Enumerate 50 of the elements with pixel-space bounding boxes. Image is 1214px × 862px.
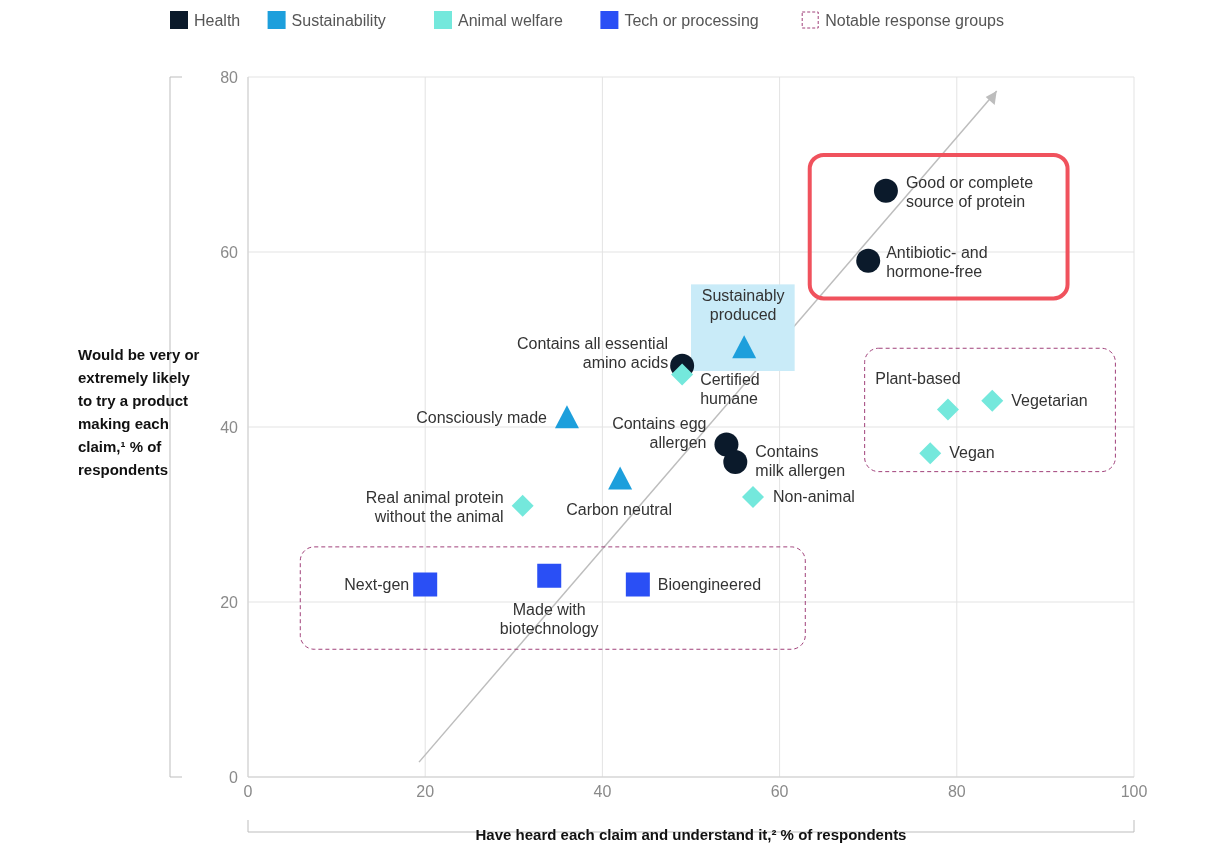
point: [554, 405, 579, 429]
annotation: Contains all essential amino acids: [516, 334, 669, 371]
annotation: Real animal protein without the animal: [365, 488, 504, 525]
y-tick-label: 20: [220, 594, 239, 611]
x-tick-label: 60: [770, 783, 789, 800]
x-tick-label: 40: [593, 783, 612, 800]
point: [608, 466, 633, 490]
point: [413, 572, 438, 597]
annotation: Made with biotechnology: [499, 600, 599, 637]
point: [511, 494, 534, 517]
point: [981, 389, 1004, 412]
point: [537, 563, 562, 588]
x-tick-label: 100: [1120, 783, 1148, 800]
annotation: Carbon neutral: [566, 500, 673, 518]
point: [723, 450, 748, 474]
annotation: Sustainably produced: [701, 287, 785, 324]
x-tick-label: 0: [243, 783, 253, 800]
annotation: Contains egg allergen: [612, 414, 707, 451]
annotation: Good or complete source of protein: [905, 173, 1034, 210]
annotation: Consciously made: [416, 409, 548, 427]
text: Notable response groups: [825, 12, 1004, 29]
x-tick-label: 80: [947, 783, 966, 800]
annotation: Vegetarian: [1011, 391, 1088, 409]
annotation: Plant-based: [875, 369, 961, 387]
point: [936, 398, 959, 421]
point: [742, 486, 765, 508]
legend-label: Health: [194, 12, 241, 29]
y-tick-label: 40: [220, 419, 239, 436]
annotation: Contains milk allergen: [755, 443, 846, 479]
x-axis-title: Have heard each claim and understand it,² % of respondents: [475, 826, 907, 843]
legend-label: Sustainability: [291, 12, 386, 29]
annotation: Bioengineered: [657, 575, 762, 593]
y-tick-label: 80: [220, 69, 239, 86]
legend-label: Animal welfare: [458, 12, 564, 29]
x-tick-label: 20: [416, 783, 435, 800]
annotation: Antibiotic- and hormone-free: [886, 243, 988, 280]
annotation: Certified humane: [700, 370, 760, 407]
annotation: Non-animal: [773, 488, 855, 505]
point: [671, 363, 694, 386]
point: [625, 572, 650, 597]
annotation: Vegan: [949, 444, 995, 462]
point: [856, 248, 881, 273]
y-axis-title: Would be very or extremely likely to try a product making each claim,¹ % of respondents: [78, 346, 200, 478]
point: [919, 442, 942, 465]
annotation: Next-gen: [344, 575, 410, 593]
y-tick-label: 60: [220, 244, 239, 261]
legend-label: Tech or processing: [624, 12, 759, 29]
y-tick-label: 0: [229, 769, 239, 786]
point: [873, 178, 898, 203]
point: [732, 335, 757, 359]
